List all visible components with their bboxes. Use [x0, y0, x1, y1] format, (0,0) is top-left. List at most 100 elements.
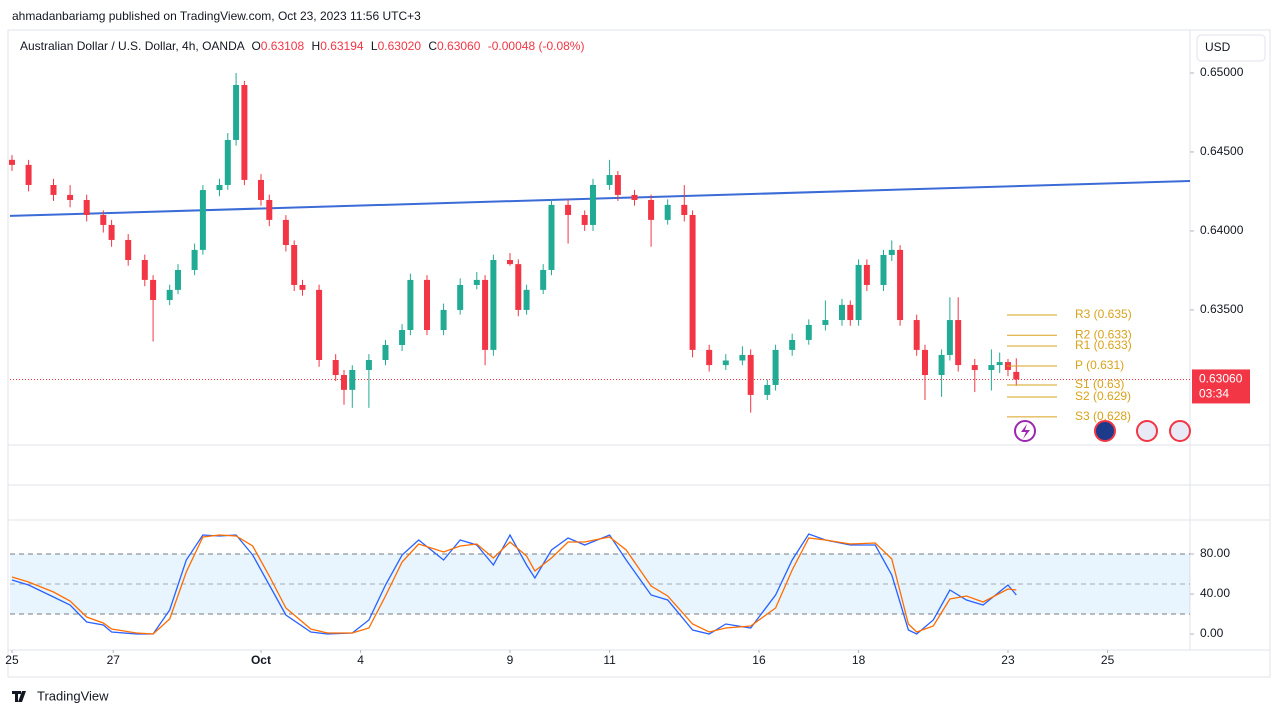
candle-body: [457, 284, 464, 310]
last-price-label: 0.63060: [1199, 372, 1243, 386]
event-flag[interactable]: [1094, 420, 1116, 442]
candle-body: [50, 184, 57, 195]
candle-body: [299, 284, 306, 290]
candle-body: [473, 279, 480, 285]
candle-body: [548, 204, 555, 270]
ohlc-label: O: [251, 39, 260, 53]
event-icon-bolt: [1021, 424, 1030, 439]
candle-body: [689, 214, 696, 350]
symbol-legend: Australian Dollar / U.S. Dollar, 4h, OAN…: [20, 39, 584, 53]
candle-body: [241, 84, 248, 180]
event-flag[interactable]: [1136, 420, 1158, 442]
ohlc-label: L: [371, 39, 378, 53]
candle-body: [382, 345, 389, 361]
candle-body: [614, 175, 621, 195]
candle-body: [581, 214, 588, 225]
candle-body: [772, 349, 779, 385]
candle-body: [257, 179, 264, 200]
trend-line: [9, 180, 1191, 217]
candle-body: [863, 264, 870, 285]
candle-body: [349, 369, 356, 390]
brand-logo: [12, 691, 26, 702]
indicator-line: [11, 533, 1017, 635]
currency-button[interactable]: [1196, 34, 1266, 62]
candle-body: [664, 204, 671, 220]
candle-body: [913, 320, 920, 350]
candle-body: [888, 249, 895, 255]
candle-body: [150, 279, 157, 300]
symbol: Australian Dollar / U.S. Dollar, 4h, OAN…: [20, 39, 245, 53]
x-tick-label: 25: [1101, 653, 1115, 667]
candle-body: [847, 304, 854, 321]
event-flag[interactable]: [1169, 420, 1191, 442]
candle-body: [747, 354, 754, 395]
x-tick-label: 9: [507, 653, 514, 667]
y-tick-label: 80.00: [1200, 546, 1230, 560]
ohlc-label: C: [428, 39, 437, 53]
candle-body: [490, 260, 497, 350]
candle-body: [631, 194, 638, 200]
x-tick-label: 23: [1001, 653, 1015, 667]
candle-body: [880, 254, 887, 285]
x-tick-label: 11: [603, 653, 616, 667]
y-tick-label: 0.00: [1200, 626, 1224, 640]
pivot-label: S3 (0.628): [1075, 409, 1131, 423]
event-icon[interactable]: [1014, 420, 1036, 442]
candle-body: [589, 184, 596, 225]
pivot-label: S1 (0.63): [1075, 377, 1124, 391]
candle-body: [955, 320, 962, 366]
candle-body: [141, 260, 148, 280]
candle-body: [365, 360, 372, 370]
pivot-label: R2 (0.633): [1075, 327, 1132, 341]
candle-body: [722, 360, 729, 366]
y-tick-label: 40.00: [1200, 586, 1230, 600]
candle-body: [822, 320, 829, 325]
indicator-line: [11, 534, 1017, 635]
candle-body: [407, 279, 414, 330]
candle-body: [805, 324, 812, 340]
countdown: 03:34: [1199, 387, 1229, 401]
candle-body: [946, 320, 953, 355]
ohlc-label: H: [312, 39, 321, 53]
candle-body: [125, 239, 132, 261]
brand: TradingView: [37, 688, 109, 703]
candle-body: [191, 249, 198, 270]
published-note: ahmadanbariamg published on TradingView.…: [12, 9, 421, 23]
candle-body: [399, 329, 406, 346]
candle-body: [1013, 371, 1020, 380]
ohlc-value: 0.63194: [320, 39, 364, 53]
candle-body: [523, 289, 530, 310]
candle-body: [764, 384, 771, 395]
pivot-label: S2 (0.629): [1075, 389, 1131, 403]
candle-body: [25, 164, 32, 185]
candle-body: [540, 269, 547, 290]
candle-body: [506, 260, 513, 265]
candle-body: [565, 204, 572, 215]
candle-body: [988, 365, 995, 370]
x-tick-label: 25: [5, 653, 19, 667]
candle-body: [739, 354, 746, 361]
candle-body: [706, 349, 713, 366]
candle-body: [606, 175, 613, 185]
candle-body: [233, 84, 240, 140]
candle-body: [340, 375, 347, 390]
pivot-label: P (0.631): [1075, 358, 1124, 372]
candle-body: [266, 199, 273, 220]
candle-body: [224, 139, 231, 185]
candle-body: [855, 264, 862, 321]
candle-body: [216, 184, 223, 191]
x-tick-label: Oct: [251, 653, 271, 667]
candle-body: [8, 159, 15, 165]
candle-body: [938, 354, 945, 376]
candle-body: [681, 204, 688, 215]
candle-body: [897, 249, 904, 321]
candle-body: [108, 224, 115, 240]
change: -0.00048 (-0.08%): [488, 39, 585, 53]
ohlc-value: 0.63060: [437, 39, 481, 53]
pivot-label: R3 (0.635): [1075, 307, 1132, 321]
x-tick-label: 18: [852, 653, 866, 667]
frame: [7, 29, 1271, 678]
candle-body: [423, 279, 430, 330]
y-tick-label: 0.64000: [1200, 223, 1244, 237]
